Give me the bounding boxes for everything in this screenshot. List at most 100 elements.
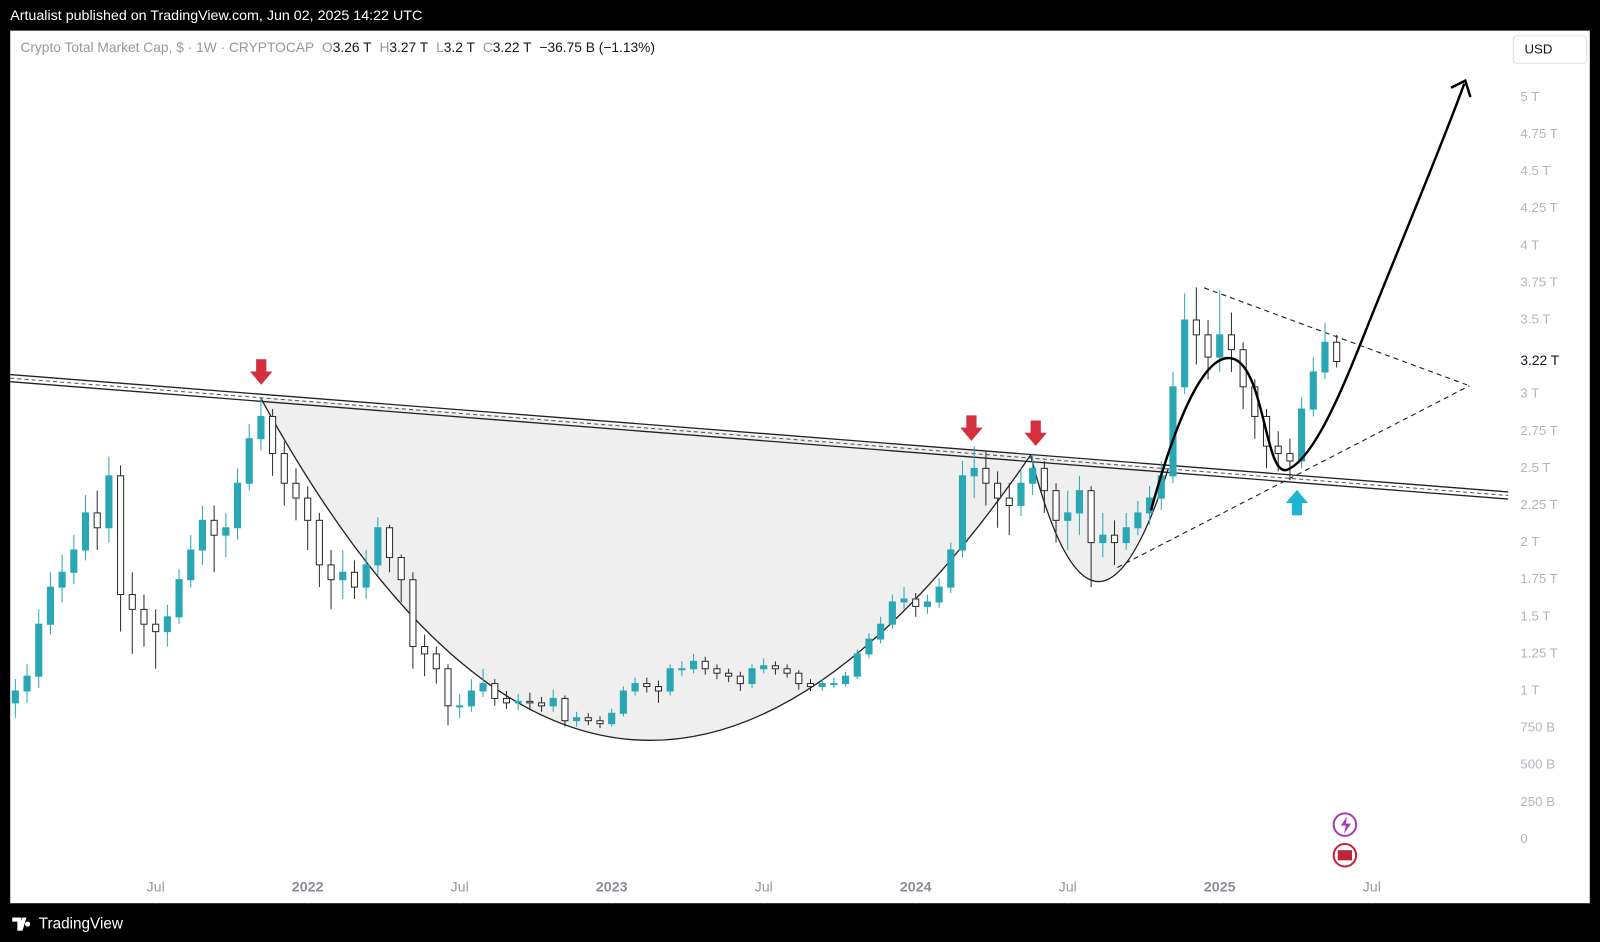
- candle-body: [1321, 341, 1329, 373]
- candle-body: [561, 697, 569, 722]
- high-key: H: [379, 40, 389, 55]
- triangle-lower: [1117, 385, 1470, 568]
- candle-body: [841, 675, 850, 685]
- candle-body: [678, 668, 686, 671]
- candle-body: [397, 556, 405, 581]
- y-tick-label: 0: [1520, 831, 1527, 846]
- handle-arc: [1029, 455, 1169, 583]
- symbol: Crypto Total Market Cap, $ · 1W · CRYPTO…: [20, 40, 314, 55]
- y-tick-label: 2.25 T: [1520, 497, 1557, 512]
- candle-body: [666, 668, 674, 692]
- x-tick-label: Jul: [755, 880, 773, 896]
- y-tick-label: 250 B: [1520, 794, 1555, 809]
- x-tick-label: Jul: [451, 880, 469, 896]
- candle-body: [374, 527, 382, 566]
- candle-body: [128, 594, 136, 610]
- candle-body: [210, 519, 218, 536]
- price-axis: 0 250 B 500 B 750 B 1 T 1.25 T 1.5 T 1.75 T 2 T 2…: [147, 89, 1560, 904]
- red-arrow: [250, 359, 273, 385]
- x-tick-label: 2024: [900, 880, 932, 896]
- projection-path: [1149, 83, 1466, 511]
- candle-body: [502, 697, 511, 704]
- cup-arc: [259, 396, 1032, 741]
- cyan-arrow: [1285, 489, 1309, 516]
- flash-glyph: [1340, 816, 1352, 834]
- candle-body: [1075, 490, 1083, 514]
- candle-body: [795, 672, 803, 685]
- candle-body: [1274, 445, 1282, 455]
- symbol-legend: Crypto Total Market Cap, $ · 1W · CRYPTO…: [20, 40, 655, 55]
- candle-body: [280, 453, 288, 484]
- open-key: O: [322, 40, 333, 55]
- candle-body: [771, 665, 779, 670]
- candle-body: [958, 475, 967, 551]
- candle-body: [1286, 453, 1294, 462]
- candle-body: [1227, 334, 1236, 351]
- y-tick-label: 3 T: [1520, 386, 1539, 401]
- candle-body: [619, 690, 627, 714]
- close-value: 3.22 T: [493, 40, 532, 55]
- candle-body: [1204, 334, 1212, 358]
- candle-body: [1005, 497, 1013, 507]
- y-tick-label: 1 T: [1520, 683, 1539, 698]
- brand-logo: [12, 917, 31, 931]
- candle-body: [701, 660, 709, 670]
- candle-body: [1017, 482, 1025, 507]
- y-tick-label: 750 B: [1520, 720, 1555, 735]
- candle-body: [643, 683, 651, 688]
- candle-body: [304, 497, 312, 521]
- candle-body: [444, 668, 452, 707]
- candle-body: [315, 519, 323, 566]
- candle-body: [432, 653, 440, 670]
- x-tick-label: 2022: [292, 880, 324, 896]
- signal-arrows: [250, 359, 1309, 516]
- candle-body: [11, 690, 19, 704]
- candle-body: [456, 705, 464, 708]
- candle-body: [689, 660, 698, 670]
- candle-body: [385, 527, 394, 558]
- neckline: [10, 373, 1509, 493]
- candle-body: [198, 519, 207, 551]
- y-tick-label: 1.5 T: [1520, 608, 1550, 623]
- candle-body: [853, 653, 861, 677]
- candle-body: [947, 549, 955, 588]
- y-tick-label: 4 T: [1520, 237, 1539, 252]
- candle-body: [1216, 334, 1224, 358]
- y-tick-label: 1.75 T: [1520, 571, 1557, 586]
- candle-body: [1333, 341, 1341, 363]
- candle-body: [1134, 512, 1142, 529]
- candles: [11, 287, 1341, 729]
- high-value: 3.27 T: [389, 40, 428, 55]
- flag-glyph: [1337, 850, 1353, 861]
- candle-body: [222, 527, 230, 536]
- brand-name: TradingView: [39, 916, 124, 933]
- candle-body: [1192, 319, 1200, 336]
- x-tick-label: Jul: [147, 880, 165, 896]
- candle-body: [117, 475, 125, 596]
- candle-body: [491, 683, 499, 699]
- candle-body: [327, 564, 335, 581]
- y-tick-label: 4.25 T: [1520, 200, 1557, 215]
- candle-body: [81, 512, 90, 551]
- candle-body: [806, 683, 815, 688]
- candle-body: [923, 601, 931, 607]
- candle-body: [994, 482, 1002, 499]
- candle-body: [479, 683, 487, 692]
- candle-body: [35, 623, 43, 677]
- y-tick-label: 2 T: [1520, 534, 1539, 549]
- candle-body: [1040, 467, 1048, 492]
- candle-body: [1087, 490, 1095, 544]
- candle-body: [409, 579, 417, 647]
- candle-body: [46, 586, 55, 625]
- projection: [1149, 78, 1472, 511]
- red-arrow: [1024, 420, 1047, 446]
- y-tick-label: 3.5 T: [1520, 311, 1550, 326]
- currency-button[interactable]: [1512, 35, 1588, 64]
- currency-label[interactable]: USD: [1524, 42, 1552, 57]
- candle-body: [584, 717, 592, 722]
- candle-body: [514, 700, 522, 704]
- candle-body: [1298, 408, 1306, 462]
- candle-body: [187, 549, 195, 581]
- candle-body: [152, 623, 160, 633]
